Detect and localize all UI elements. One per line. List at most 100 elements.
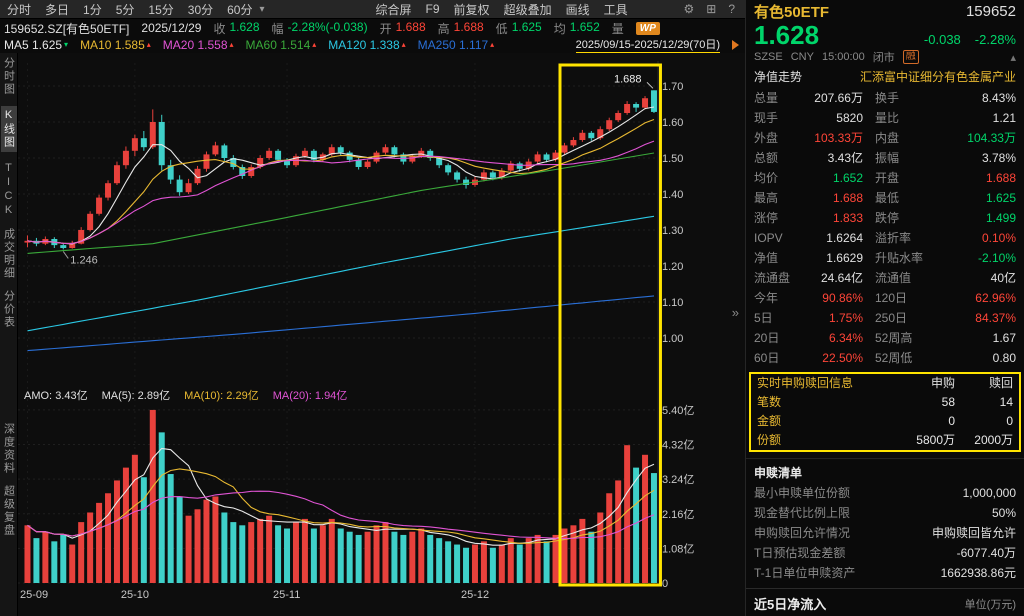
fund-name-link[interactable]: 汇添富中证细分有色金属产业 bbox=[859, 69, 1016, 84]
nav-trend-link[interactable]: 净值走势 bbox=[754, 69, 803, 84]
subscription-row: 金额 0 0 bbox=[757, 414, 1013, 428]
volume-bar bbox=[301, 518, 308, 583]
exchange-label: SZSE bbox=[754, 51, 783, 63]
gear-icon[interactable]: ⚙ bbox=[683, 2, 695, 16]
volume-bar bbox=[489, 547, 496, 583]
sidebar-item-1[interactable]: 分时图 bbox=[2, 57, 15, 96]
volume-bar bbox=[96, 502, 103, 583]
quote-row: 净值 1.6629 升贴水率 -2.10% bbox=[754, 251, 1016, 265]
price-axis-label: 1.70 bbox=[662, 81, 683, 93]
volume-bar bbox=[212, 496, 219, 583]
candle-body bbox=[158, 122, 165, 166]
volume-bar bbox=[257, 518, 264, 583]
sidebar-item-2[interactable]: K线图 bbox=[0, 106, 17, 152]
candle-body bbox=[615, 113, 622, 121]
quote-info-bar: 159652.SZ[有色50ETF] 2025/12/29 收 1.628 幅 -2.… bbox=[0, 20, 745, 36]
high-price-annotation: 1.688 bbox=[614, 73, 642, 85]
volume-bar bbox=[69, 544, 76, 583]
volume-bar bbox=[87, 512, 94, 583]
flag-icon[interactable] bbox=[732, 39, 739, 50]
toolbar-period-3[interactable]: 1分 bbox=[83, 2, 102, 17]
toolbar-period-7[interactable]: 60分 bbox=[227, 2, 253, 17]
sidebar-item-4[interactable]: 成交明细 bbox=[2, 228, 15, 280]
sidebar-item-6[interactable]: 深度资料 bbox=[2, 423, 15, 475]
toolbar-period-1[interactable]: 分时 bbox=[7, 2, 32, 17]
dropdown-caret-icon[interactable]: ▾ bbox=[259, 3, 265, 15]
net-inflow-title[interactable]: 近5日净流入 bbox=[754, 597, 827, 612]
vol-ma20-value: 1.94亿 bbox=[314, 390, 348, 402]
kline-chart-area[interactable]: 1.70 1.60 1.50 1.40 1.30 1.20 1.10 1.00 5.40亿 4.3… bbox=[18, 53, 745, 616]
candle-body bbox=[284, 159, 291, 166]
candle-body bbox=[436, 158, 443, 166]
vol-ma10-value: 2.29亿 bbox=[226, 390, 259, 402]
sidebar-item-3[interactable]: TICK bbox=[2, 162, 15, 218]
price-axis-label: 1.40 bbox=[662, 189, 683, 201]
volume-bar bbox=[337, 528, 344, 583]
volume-bar bbox=[543, 541, 550, 583]
quote-row: 60日 22.50% 52周低 0.80 bbox=[754, 351, 1016, 365]
toolbar-tool-1[interactable]: 综合屏 bbox=[375, 2, 412, 17]
toolbar-tool-6[interactable]: 工具 bbox=[603, 2, 628, 17]
candle-body bbox=[427, 150, 434, 158]
candle-body bbox=[445, 165, 452, 173]
kline-chart[interactable]: 1.70 1.60 1.50 1.40 1.30 1.20 1.10 1.00 5.40亿 4.3… bbox=[18, 53, 745, 616]
toolbar-tool-4[interactable]: 超级叠加 bbox=[503, 2, 552, 17]
wp-badge[interactable]: WP bbox=[635, 21, 660, 35]
volume-bar bbox=[454, 544, 461, 583]
volume-bar bbox=[633, 467, 640, 583]
candle-body bbox=[167, 165, 174, 180]
toolbar-period-6[interactable]: 30分 bbox=[187, 2, 214, 17]
volume-bar bbox=[284, 528, 291, 583]
redemption-row: 现金替代比例上限 50% bbox=[754, 506, 1016, 520]
volume-bar bbox=[42, 531, 49, 583]
volume-bar bbox=[149, 409, 156, 583]
candle-body bbox=[454, 172, 461, 180]
sidebar-item-5[interactable]: 分价表 bbox=[2, 290, 15, 329]
candle-body bbox=[498, 170, 505, 178]
layout-grid-icon[interactable]: ⊞ bbox=[706, 2, 717, 16]
toolbar-tool-3[interactable]: 前复权 bbox=[453, 2, 490, 17]
x-axis-label: 25-09 bbox=[20, 589, 48, 601]
volume-bar bbox=[230, 522, 237, 583]
volume-bar bbox=[203, 499, 210, 583]
candle-body bbox=[257, 158, 264, 167]
net-inflow-unit: 单位(万元) bbox=[964, 598, 1016, 611]
margin-badge[interactable]: 融 bbox=[902, 50, 919, 64]
quote-row: 涨停 1.833 跌停 1.499 bbox=[754, 211, 1016, 225]
volume-axis-label: 3.24亿 bbox=[662, 473, 694, 486]
ma-indicator: MA120 1.338 ▴ bbox=[328, 37, 406, 52]
price-axis-label: 1.20 bbox=[662, 261, 683, 273]
quote-row: 总额 3.43亿 振幅 3.78% bbox=[754, 151, 1016, 165]
chevron-up-icon[interactable]: ▴ bbox=[1010, 51, 1016, 64]
sidebar-item-7[interactable]: 超级复盘 bbox=[2, 485, 15, 537]
volume-bar bbox=[418, 528, 425, 583]
volume-bar bbox=[597, 512, 604, 583]
collapse-panel-button[interactable]: » bbox=[731, 305, 739, 320]
volume-bar bbox=[275, 525, 282, 583]
toolbar-period-2[interactable]: 多日 bbox=[45, 2, 70, 17]
volume-bar bbox=[561, 528, 568, 583]
info-field: 高 1.688 bbox=[437, 19, 484, 36]
volume-indicator-row: AMO: 3.43亿 MA(5): 2.89亿 MA(10): 2.29亿 MA… bbox=[24, 387, 347, 403]
toolbar-period-5[interactable]: 15分 bbox=[148, 2, 174, 17]
candle-body bbox=[570, 140, 577, 146]
candle-body bbox=[382, 147, 389, 153]
volume-bar bbox=[570, 525, 577, 583]
candle-body bbox=[96, 197, 103, 214]
candle-body bbox=[552, 152, 559, 160]
candle-body bbox=[373, 152, 380, 162]
date-range-label[interactable]: 2025/09/15-2025/12/29(70日) bbox=[575, 36, 720, 54]
volume-bar bbox=[525, 538, 532, 583]
toolbar-tool-2[interactable]: F9 bbox=[425, 2, 440, 16]
candle-body bbox=[516, 163, 523, 169]
toolbar-tool-5[interactable]: 画线 bbox=[565, 2, 590, 17]
candle-body bbox=[489, 172, 496, 178]
candle-body bbox=[391, 147, 398, 155]
candle-body bbox=[248, 167, 255, 176]
volume-bar bbox=[221, 512, 228, 583]
ma120-line bbox=[27, 215, 655, 332]
help-icon[interactable]: ? bbox=[728, 2, 735, 16]
volume-bar bbox=[382, 522, 389, 583]
volume-bar bbox=[391, 531, 398, 583]
toolbar-period-4[interactable]: 5分 bbox=[115, 2, 135, 17]
